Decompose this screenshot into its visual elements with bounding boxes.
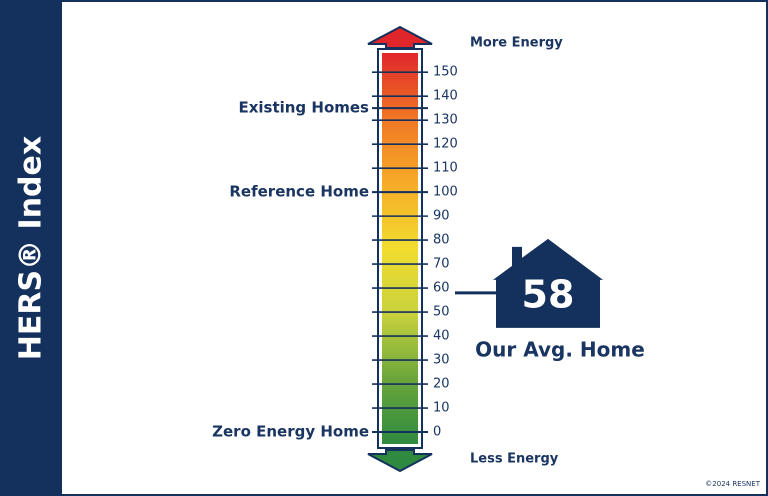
marker-house bbox=[493, 238, 603, 328]
y-tick-label: 0 bbox=[433, 425, 441, 440]
top-label: More Energy bbox=[470, 36, 563, 51]
y-tick-label: 110 bbox=[433, 161, 458, 176]
y-tick-label: 100 bbox=[433, 185, 458, 200]
down-arrow bbox=[367, 449, 433, 473]
y-tick-label: 140 bbox=[433, 89, 458, 104]
annotation-label: Zero Energy Home bbox=[212, 423, 369, 441]
y-tick-label: 80 bbox=[433, 233, 450, 248]
y-tick-label: 130 bbox=[433, 113, 458, 128]
y-tick-label: 40 bbox=[433, 329, 450, 344]
annotation-label: Reference Home bbox=[229, 183, 369, 201]
side-band bbox=[0, 0, 62, 496]
scale-bar bbox=[382, 53, 418, 444]
y-tick-label: 20 bbox=[433, 377, 450, 392]
y-tick-label: 50 bbox=[433, 305, 450, 320]
marker-value: 58 bbox=[522, 272, 575, 316]
chart-title: HERS® Index bbox=[14, 136, 49, 360]
y-tick-label: 150 bbox=[433, 65, 458, 80]
annotation-label: Existing Homes bbox=[238, 99, 369, 117]
y-tick-label: 120 bbox=[433, 137, 458, 152]
bottom-label: Less Energy bbox=[470, 452, 559, 467]
y-tick-label: 60 bbox=[433, 281, 450, 296]
credit: ©2024 RESNET bbox=[705, 480, 760, 488]
y-tick-label: 70 bbox=[433, 257, 450, 272]
y-tick-label: 90 bbox=[433, 209, 450, 224]
y-tick-label: 30 bbox=[433, 353, 450, 368]
y-tick-label: 10 bbox=[433, 401, 450, 416]
marker-label: Our Avg. Home bbox=[475, 337, 645, 361]
